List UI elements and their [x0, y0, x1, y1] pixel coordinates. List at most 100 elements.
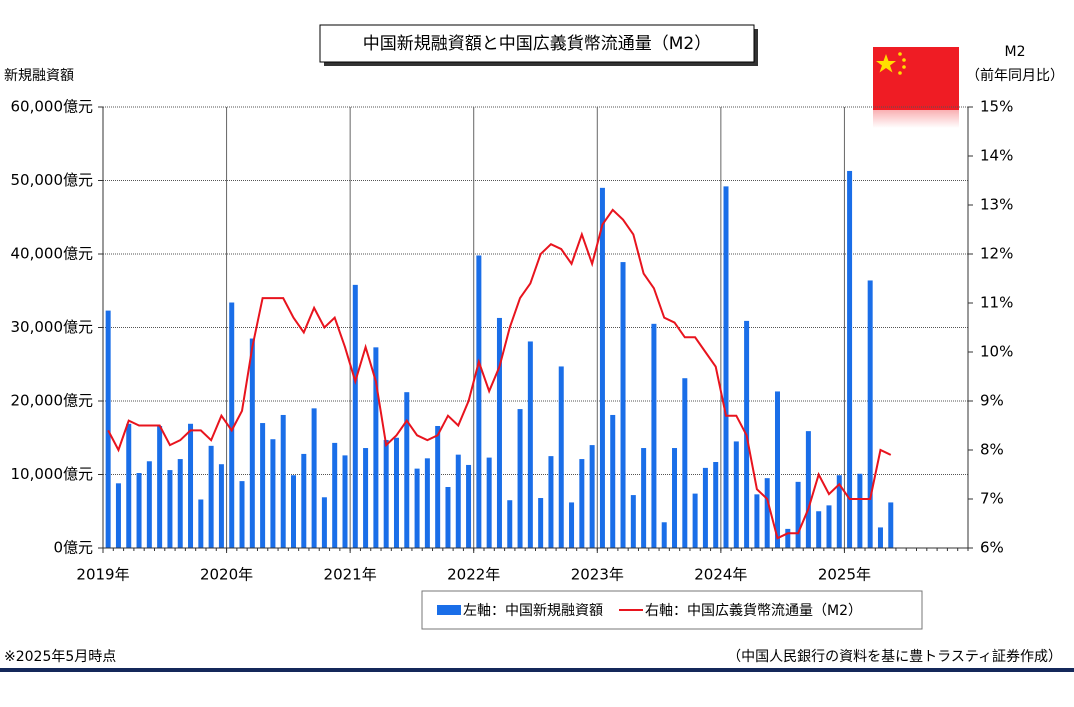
flag-star	[898, 52, 902, 56]
legend-label: 右軸：中国広義貨幣流通量（M2）	[645, 602, 862, 619]
y2-axis-title: M2	[1005, 44, 1026, 60]
bar	[723, 186, 729, 548]
bar	[239, 481, 245, 548]
flag-body	[873, 47, 959, 110]
legend-box	[421, 590, 923, 630]
bar	[455, 454, 461, 548]
chart-title: 中国新規融資額と中国広義貨幣流通量（M2）	[363, 34, 711, 54]
bar	[661, 522, 667, 548]
bar	[311, 408, 317, 548]
bar	[610, 414, 616, 548]
legend-swatch	[437, 605, 461, 615]
bar	[847, 170, 853, 548]
y2-tick-label: 7%	[980, 490, 1004, 508]
bar	[496, 317, 502, 548]
bar	[764, 478, 770, 548]
x-tick-label: 2025年	[818, 566, 871, 584]
y2-axis-title: （前年同月比）	[966, 67, 1064, 84]
bar	[538, 498, 544, 548]
bar	[579, 459, 585, 548]
y2-tick-label: 13%	[980, 196, 1013, 214]
bar	[805, 431, 811, 548]
bar	[105, 310, 111, 548]
y2-tick-label: 6%	[980, 539, 1004, 557]
y-tick-label: 40,000億元	[11, 245, 94, 263]
x-tick-label: 2020年	[200, 566, 253, 584]
bar	[126, 423, 132, 548]
bar	[867, 280, 873, 548]
bar	[630, 495, 636, 548]
bar	[301, 453, 307, 548]
bar	[291, 475, 297, 548]
bar	[836, 475, 842, 548]
bar	[599, 187, 605, 548]
bar	[445, 486, 451, 548]
bar	[167, 470, 173, 548]
source-note: （中国人民銀行の資料を基に豊トラスティ証券作成）	[727, 648, 1062, 665]
bar	[569, 502, 575, 548]
bar	[414, 468, 420, 548]
x-tick-label: 2022年	[447, 566, 500, 584]
footer-rule	[0, 668, 1074, 672]
y-tick-label: 0億元	[53, 539, 93, 557]
bar	[517, 409, 523, 548]
flag-star	[902, 58, 906, 62]
bar	[260, 423, 266, 548]
y-tick-label: 50,000億元	[11, 171, 94, 189]
bar	[383, 439, 389, 548]
bar	[198, 499, 204, 548]
bar	[249, 338, 255, 548]
x-tick-label: 2024年	[694, 566, 747, 584]
bar	[877, 527, 883, 548]
bar	[177, 459, 183, 548]
bar	[476, 255, 482, 548]
bar	[466, 464, 472, 548]
y2-tick-label: 10%	[980, 343, 1013, 361]
bar	[424, 458, 430, 548]
title-box	[319, 24, 755, 63]
bar	[527, 341, 533, 548]
y-tick-label: 30,000億元	[11, 318, 94, 336]
x-tick-label: 2019年	[76, 566, 129, 584]
flag-star	[902, 65, 906, 69]
legend-label: 左軸：中国新規融資額	[463, 603, 603, 619]
bar	[188, 423, 194, 548]
bar	[332, 442, 338, 548]
y-tick-label: 60,000億元	[11, 98, 94, 116]
bar	[157, 425, 163, 548]
line	[107, 208, 892, 540]
bar	[620, 262, 626, 548]
bar	[218, 464, 224, 548]
footnote: ※2025年5月時点	[4, 649, 116, 665]
bar	[435, 425, 441, 548]
bar	[558, 366, 564, 548]
bar	[507, 500, 513, 548]
bar	[548, 456, 554, 548]
bar	[795, 481, 801, 548]
bar	[208, 445, 214, 548]
y2-tick-label: 9%	[980, 392, 1004, 410]
bar	[713, 462, 719, 548]
bar	[888, 502, 894, 548]
bar	[115, 483, 121, 548]
bar	[682, 378, 688, 548]
bar	[589, 445, 595, 548]
flag-star	[898, 71, 902, 75]
y2-tick-label: 8%	[980, 441, 1004, 459]
bar	[826, 505, 832, 548]
bar	[857, 473, 863, 548]
bar	[672, 448, 678, 548]
bar	[651, 323, 657, 548]
y-tick-label: 20,000億元	[11, 392, 94, 410]
bar	[486, 457, 492, 548]
bar	[692, 493, 698, 548]
bar	[754, 494, 760, 548]
bar	[816, 511, 822, 548]
bar	[352, 284, 358, 548]
y-tick-label: 10,000億元	[11, 465, 94, 483]
bar	[363, 448, 369, 548]
y-axis-title: 新規融資額	[4, 68, 74, 84]
y2-tick-label: 14%	[980, 147, 1013, 165]
bar	[404, 392, 410, 548]
